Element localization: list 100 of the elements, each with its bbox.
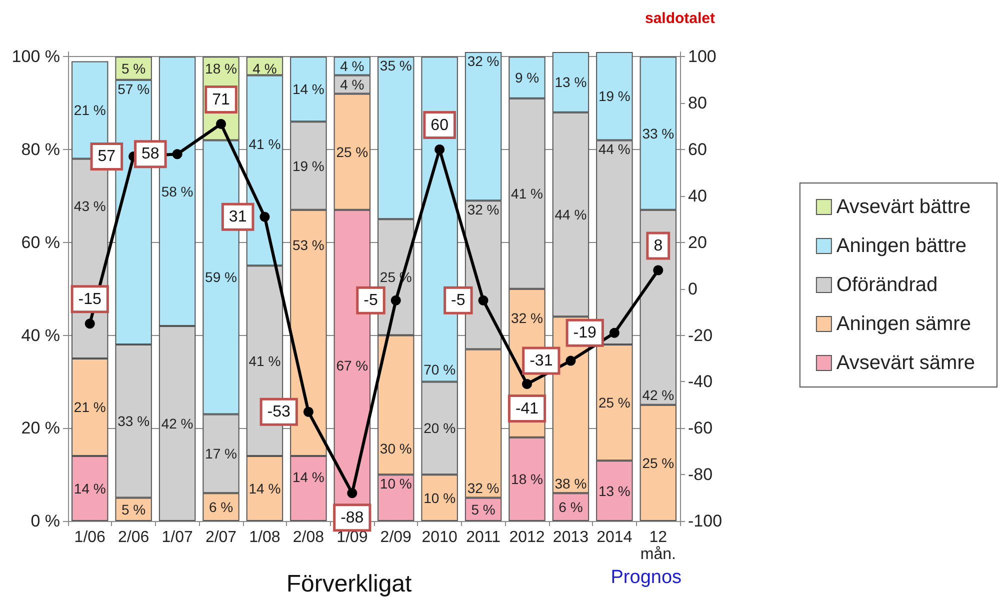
x-tick-label: 1/09 — [336, 529, 368, 546]
x-tick-label: 2012 — [509, 529, 545, 546]
y2-tick-label: -40 — [688, 372, 713, 392]
y2-tick-label: 20 — [688, 232, 707, 252]
data-label: 41 % — [511, 186, 543, 202]
legend-label: Aningen bättre — [836, 235, 967, 257]
data-label: 70 % — [424, 362, 456, 378]
data-label: 6 % — [558, 499, 583, 516]
point — [260, 212, 270, 222]
point — [172, 149, 182, 160]
data-label: -5 — [364, 292, 378, 309]
data-label: 33 % — [118, 413, 150, 430]
data-label: 44 % — [598, 141, 630, 158]
x-tick-label: 2/07 — [205, 529, 237, 546]
text: Prognos — [610, 567, 682, 588]
data-label: 21 % — [74, 399, 106, 416]
data-label: 32 % — [511, 310, 543, 326]
x-tick-label: 1/08 — [249, 529, 280, 546]
y2-tick-label: 80 — [688, 94, 707, 113]
data-label: 13 % — [554, 74, 587, 90]
data-label: 25 % — [598, 394, 630, 411]
point — [390, 295, 401, 306]
y-tick-label: 80 % — [21, 140, 60, 160]
data-label: 41 % — [248, 136, 281, 152]
data-label: 19 % — [292, 158, 324, 174]
data-label: 13 % — [598, 482, 630, 499]
data-label: 35 % — [380, 58, 412, 74]
point — [347, 488, 358, 498]
data-label: -41 — [515, 400, 539, 418]
data-label: 32 % — [467, 480, 500, 496]
data-label: 14 % — [292, 81, 324, 98]
data-label: 60 — [430, 117, 449, 134]
data-label: -88 — [340, 510, 364, 527]
data-label: 31 — [228, 208, 247, 226]
data-label: 10 % — [380, 476, 412, 492]
x-tick-label: 2011 — [466, 529, 501, 546]
data-label: 5 % — [122, 60, 146, 77]
data-label: 14 % — [74, 480, 106, 496]
data-label: 18 % — [205, 60, 237, 77]
data-label: 43 % — [74, 198, 106, 214]
data-label: 14 % — [292, 468, 324, 485]
data-label: 44 % — [554, 206, 587, 223]
data-label: 30 % — [380, 440, 412, 456]
data-label: 8 — [654, 238, 663, 255]
y2-tick-label: -100 — [688, 512, 722, 530]
data-label: 6 % — [208, 499, 234, 516]
data-label: 19 % — [598, 88, 630, 104]
data-label: 53 % — [292, 236, 324, 253]
y-tick-label: 0 % — [30, 512, 60, 530]
data-label: 5 % — [122, 501, 146, 518]
data-label: 33 % — [642, 125, 674, 142]
data-label: 9 % — [514, 70, 540, 86]
data-label: 25 % — [336, 144, 368, 160]
x-tick-label: 2014 — [596, 529, 632, 546]
data-label: 21 % — [74, 102, 106, 118]
data-label: 14 % — [248, 480, 281, 496]
data-label: 32 % — [467, 53, 500, 69]
y2-tick-label: 60 — [688, 140, 707, 160]
x-tick-label: 1/07 — [162, 529, 193, 546]
data-label: -19 — [573, 324, 597, 342]
legend-label: Avsevärt sämre — [836, 352, 976, 374]
data-label: 41 % — [248, 352, 281, 369]
legend-label: Oförändrad — [836, 274, 938, 296]
data-label: 32 % — [467, 202, 500, 218]
y-tick-label: 100 % — [12, 47, 60, 66]
point — [84, 318, 95, 329]
data-label: -15 — [78, 291, 102, 308]
data-label: -31 — [530, 352, 553, 370]
x-tick-label: 2013 — [552, 529, 589, 546]
y2-tick-label: 40 — [688, 186, 707, 206]
y2-tick-label: 100 — [688, 47, 716, 66]
data-label: 42 % — [642, 386, 674, 403]
data-label: 42 % — [161, 415, 194, 432]
data-label: 10 % — [424, 490, 456, 506]
data-label: 18 % — [511, 471, 543, 488]
point — [434, 144, 445, 155]
data-label: 4 % — [340, 58, 364, 74]
x-tick-label: 2/06 — [118, 529, 150, 546]
data-label: 58 — [141, 146, 160, 163]
point — [478, 295, 488, 306]
data-label: 20 % — [424, 420, 456, 436]
x-tick-label: 1/06 — [74, 529, 106, 546]
point — [216, 118, 226, 129]
y-tick-label: 40 % — [21, 326, 60, 345]
x-tick-label: 12 mån. — [640, 529, 676, 563]
data-label: 5 % — [471, 501, 496, 518]
x-tick-label: 2/08 — [292, 529, 324, 546]
text: Förverkligat — [286, 570, 412, 598]
point — [609, 328, 620, 338]
y-tick-label: 20 % — [21, 418, 60, 438]
y2-tick-label: -80 — [688, 465, 713, 484]
data-label: 57 — [98, 148, 116, 165]
point — [653, 265, 664, 276]
point — [522, 379, 532, 390]
y2-axis-title: saldotalet — [644, 10, 716, 27]
point — [303, 406, 314, 417]
data-label: 4 % — [252, 60, 277, 77]
x-tick-label: 2010 — [422, 529, 458, 546]
legend-label: Avsevärt bättre — [836, 196, 971, 218]
y2-tick-label: -20 — [688, 326, 713, 345]
